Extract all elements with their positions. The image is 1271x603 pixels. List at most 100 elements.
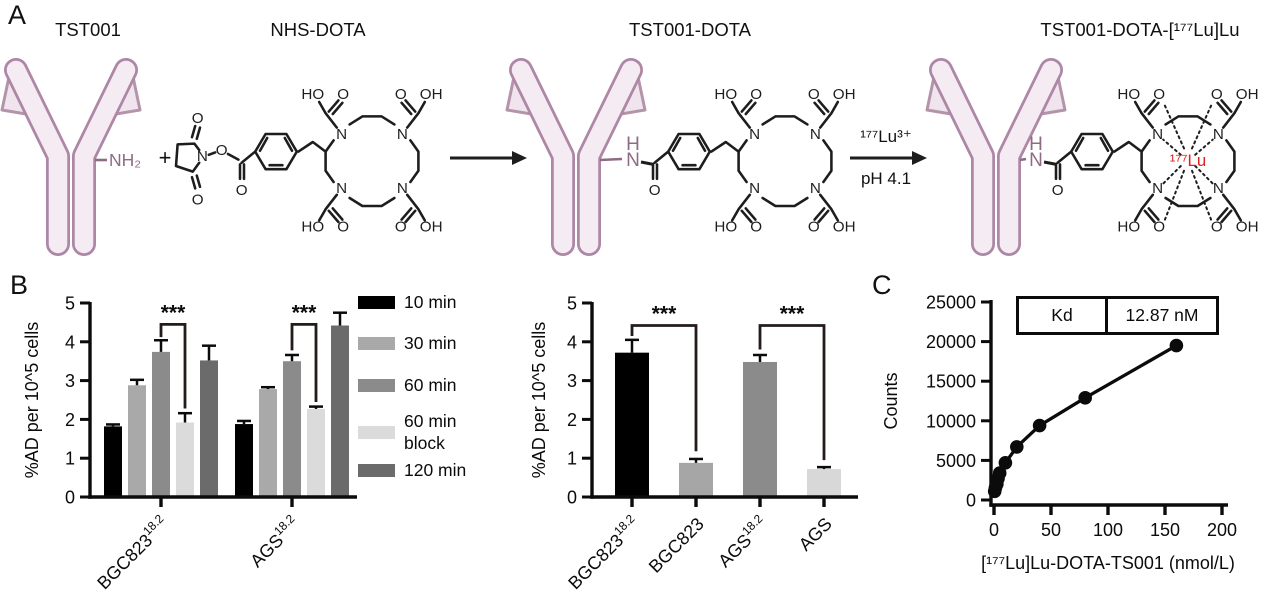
- o-atom: O: [1153, 219, 1165, 236]
- o-atom: O: [337, 219, 349, 236]
- coordination-bonds: [1162, 102, 1214, 224]
- oh-atom: OH: [1236, 86, 1259, 103]
- significance-bracket: [290, 322, 318, 402]
- lutetium-label: ¹⁷⁷Lu: [1170, 151, 1206, 170]
- y-axis-label: %AD per 10^5 cells: [529, 322, 549, 479]
- o-atom: O: [750, 219, 762, 236]
- amide-n-label: N: [1029, 150, 1043, 171]
- x-tick-label: 50: [1041, 520, 1061, 540]
- y-tick-label: 15000: [926, 372, 976, 392]
- dota-atoms: N N N N HO O O OH HO O O OH: [1117, 86, 1258, 236]
- data-point: [992, 466, 1007, 480]
- legend-swatch: [358, 426, 395, 440]
- reaction-arrow-1: [450, 151, 527, 165]
- y-axis-label: Counts: [881, 372, 901, 429]
- bar: [235, 424, 253, 497]
- bar: [128, 385, 146, 497]
- n-atom: N: [810, 126, 821, 143]
- ch2-linker: [710, 140, 740, 153]
- y-tick-label: 5000: [936, 451, 976, 471]
- legend-swatch: [358, 337, 395, 351]
- y-tick-label: 3: [567, 371, 577, 391]
- data-point: [1169, 338, 1184, 353]
- bar: [615, 352, 649, 497]
- o-atom: O: [1153, 86, 1165, 103]
- reaction-scheme: TST001 NHS-DOTA TST001-DOTA TST001-DOTA-…: [0, 19, 1259, 268]
- saturation-binding-curve: 0 5000 10000 15000 20000 25000 0 50 100 150 200 Cou…: [881, 293, 1237, 574]
- x-tick-label: 150: [1150, 520, 1180, 540]
- y-tick-label: 25000: [926, 293, 976, 313]
- o-atom: O: [1211, 219, 1223, 236]
- binding-curve: [993, 344, 1178, 492]
- n-atom: N: [197, 148, 208, 165]
- nhs-dota-structure: O O N O O: [174, 86, 443, 236]
- oh-atom: OH: [833, 219, 856, 236]
- legend-item: 120 min: [358, 460, 480, 482]
- legend-label: 10 min: [404, 292, 457, 312]
- legend-item: 60 min: [358, 375, 480, 397]
- amide-bond: [1019, 157, 1027, 162]
- y-tick-label: 4: [65, 332, 75, 352]
- dota-macrocycle: [1133, 99, 1243, 224]
- data-point: [998, 455, 1013, 470]
- arrowhead-icon: [512, 151, 527, 165]
- panel-c-label: C: [872, 270, 892, 300]
- antibody-product: H N: [927, 70, 1065, 244]
- ho-atom: HO: [714, 219, 737, 236]
- legend-swatch: [358, 379, 395, 393]
- o-atom: O: [216, 142, 228, 159]
- legend-item: 10 min: [358, 292, 480, 314]
- bar: [259, 389, 277, 497]
- y-tick-label: 5: [65, 294, 75, 314]
- kd-value: 12.87 nM: [1105, 299, 1216, 332]
- significance-stars: ***: [780, 303, 805, 326]
- data-point: [1010, 440, 1024, 454]
- legend-label: 60 min block: [404, 411, 457, 453]
- o-atom: O: [192, 110, 204, 127]
- o-atom: O: [337, 86, 349, 103]
- y-tick-label: 5: [567, 294, 577, 314]
- bar: [200, 360, 218, 497]
- data-point: [1032, 418, 1047, 433]
- n-atom: N: [397, 180, 408, 197]
- n-atom: N: [1152, 180, 1163, 197]
- ho-atom: HO: [1117, 86, 1140, 103]
- benzene-ring: [666, 132, 712, 171]
- x-axis-label: [¹⁷⁷Lu]Lu-DOTA-TS001 (nmol/L): [981, 553, 1235, 573]
- category-label: AGS18.2: [712, 511, 772, 571]
- oh-atom: OH: [833, 86, 856, 103]
- o-atom: O: [649, 182, 661, 199]
- data-point: [1078, 391, 1092, 405]
- o-atom: O: [192, 191, 204, 208]
- kd-annotation-box: Kd 12.87 nM: [1016, 296, 1219, 335]
- kd-label: Kd: [1051, 305, 1073, 325]
- bar: [152, 351, 170, 497]
- ho-atom: HO: [1117, 219, 1140, 236]
- legend-label: 60 min: [404, 375, 457, 395]
- o-atom: O: [808, 219, 820, 236]
- n-atom: N: [749, 126, 760, 143]
- legend-label: 30 min: [404, 333, 457, 353]
- bar: [283, 361, 301, 497]
- tst001-dota-structure: O N: [649, 86, 856, 236]
- y-axis-label: %AD per 10^5 cells: [22, 322, 42, 479]
- bar: [176, 422, 194, 497]
- reaction-reagent-label: ¹⁷⁷Lu³⁺: [860, 127, 912, 146]
- category-label: AGS18.2: [244, 511, 304, 571]
- antibody-tst001: NH₂: [2, 70, 141, 244]
- amide-bond: [599, 157, 623, 162]
- succinimide-atoms: O O N O: [192, 110, 228, 209]
- ho-atom: HO: [301, 219, 324, 236]
- dota-atoms: N N N N HO O O OH HO O O OH: [714, 86, 855, 236]
- amide-h-label: H: [1029, 134, 1043, 155]
- y-tick-label: 2: [65, 410, 75, 430]
- y-tick-label: 0: [65, 488, 75, 508]
- category-label: BGC823: [645, 514, 708, 577]
- n-atom: N: [397, 126, 408, 143]
- amide-n-label: N: [626, 150, 640, 171]
- significance-bracket: [630, 324, 698, 452]
- compound-label-tst001-dota: TST001-DOTA: [629, 19, 752, 40]
- plus-sign: +: [159, 145, 172, 170]
- oh-atom: OH: [420, 219, 443, 236]
